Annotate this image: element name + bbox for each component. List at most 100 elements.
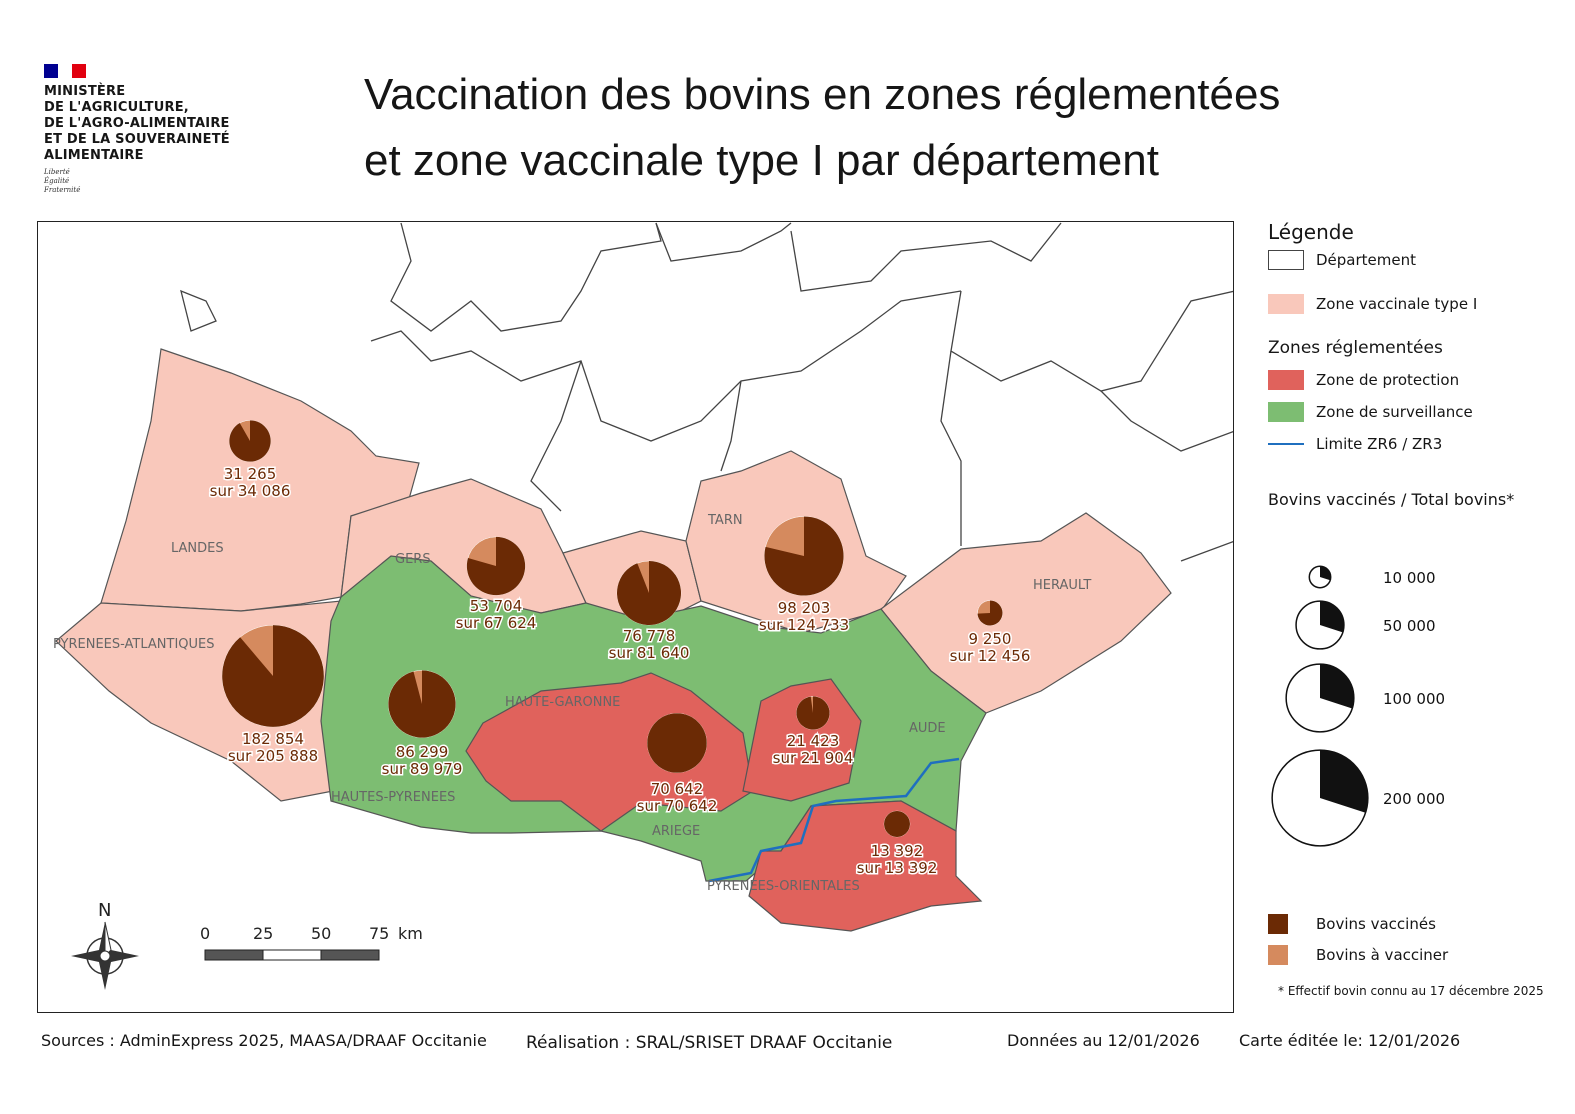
pie-label-vaccines: 53 704 — [470, 597, 523, 615]
north-label: N — [98, 900, 111, 921]
size-legend-label: 100 000 — [1383, 690, 1445, 708]
footer-editee: Carte éditée le: 12/01/2026 — [1239, 1031, 1461, 1050]
pie-label-vaccines: 13 392 — [871, 842, 924, 860]
north-arrow-icon: N — [71, 900, 139, 990]
pie-slice-vaccines — [466, 536, 526, 596]
pie-label-vaccines: 76 778 — [623, 627, 676, 645]
pie-slice-vaccines — [647, 713, 707, 773]
footer-donnees: Données au 12/01/2026 — [1007, 1031, 1200, 1050]
pie-label-vaccines: 98 203 — [778, 599, 831, 617]
pie-label-total: sur 13 392 — [857, 859, 938, 877]
dept-label: HAUTE-GARONNE — [505, 695, 620, 710]
zone-protection — [465, 672, 983, 932]
size-legend-sector — [1320, 601, 1344, 633]
pie-label-vaccines: 9 250 — [969, 630, 1012, 648]
pie-label-total: sur 21 904 — [773, 749, 854, 767]
motto-line: Égalité — [44, 177, 70, 185]
scale-bar: 0 25 50 75 km — [200, 924, 423, 961]
pie-label-total: sur 70 642 — [637, 797, 718, 815]
legend-label: Bovins à vacciner — [1316, 946, 1449, 964]
dept-label: PYRENEES-ATLANTIQUES — [53, 637, 215, 652]
pie-label-total: sur 89 979 — [382, 760, 463, 778]
dept-label: TARN — [707, 513, 743, 528]
legend-label: Département — [1316, 251, 1416, 269]
scale-tick: 25 — [253, 924, 273, 943]
legend-size-title: Bovins vaccinés / Total bovins* — [1268, 490, 1515, 509]
pie-label-total: sur 34 086 — [210, 482, 291, 500]
ministry-logo: MINISTÈRE DE L'AGRICULTURE, DE L'AGRO-AL… — [44, 64, 230, 195]
footer-realisation: Réalisation : SRAL/SRISET DRAAF Occitani… — [526, 1033, 893, 1053]
vaccines-swatch — [1268, 914, 1288, 934]
size-legend-item: 200 000 — [1271, 749, 1445, 847]
dept-label: LANDES — [171, 541, 224, 556]
dept-label: ARIEGE — [652, 824, 700, 839]
pie-label-vaccines: 31 265 — [224, 465, 277, 483]
map: LANDES GERS TARN HERAULT PYRENEES-ATLANT… — [53, 222, 1233, 990]
size-legend: 10 000 50 000 100 000 200 000 — [1271, 565, 1445, 847]
french-flag-icon — [44, 64, 86, 78]
legend-label: Zone de protection — [1316, 371, 1460, 389]
pie-slice-vaccines — [222, 625, 324, 727]
footnote: * Effectif bovin connu au 17 décembre 20… — [1278, 984, 1544, 998]
legend-label: Zone vaccinale type I — [1316, 295, 1478, 313]
page-title: Vaccination des bovins en zones réglemen… — [364, 62, 1280, 194]
pie-slice-vaccines — [884, 811, 910, 837]
dept-label: AUDE — [909, 721, 946, 736]
protection-swatch — [1268, 370, 1304, 390]
surveillance-swatch — [1268, 402, 1304, 422]
pie-label-total: sur 124 733 — [759, 616, 849, 634]
pie-label-vaccines: 182 854 — [242, 730, 304, 748]
limite-line-swatch — [1268, 443, 1304, 445]
pie-slice-vaccines — [796, 696, 830, 730]
scale-tick: 75 — [369, 924, 389, 943]
size-legend-label: 10 000 — [1383, 569, 1436, 587]
pie-label-vaccines: 70 642 — [651, 780, 704, 798]
legend-title: Légende — [1268, 220, 1354, 244]
title-line-2: et zone vaccinale type I par département — [364, 136, 1159, 185]
ministry-line: ALIMENTAIRE — [44, 148, 144, 163]
pie-label-vaccines: 86 299 — [396, 743, 449, 761]
pie-label-total: sur 12 456 — [950, 647, 1031, 665]
size-legend-item: 50 000 — [1295, 600, 1436, 650]
department-labels: LANDES GERS TARN HERAULT PYRENEES-ATLANT… — [53, 513, 1091, 894]
departement-swatch — [1268, 250, 1304, 270]
legend-label: Zone de surveillance — [1316, 403, 1473, 421]
dept-label: GERS — [395, 552, 431, 567]
scale-tick: 0 — [200, 924, 210, 943]
dept-label: HAUTES-PYRENEES — [331, 790, 455, 805]
size-legend-sector — [1320, 664, 1354, 709]
pie-slice-vaccines — [616, 560, 682, 626]
pie-label-total: sur 67 624 — [456, 614, 537, 632]
scale-tick: 50 — [311, 924, 331, 943]
ministry-line: MINISTÈRE — [44, 84, 126, 99]
pie-slice-vaccines — [388, 670, 456, 738]
size-legend-sector — [1320, 750, 1368, 813]
legend-label: Limite ZR6 / ZR3 — [1316, 435, 1443, 453]
legend-label: Bovins vaccinés — [1316, 915, 1436, 933]
size-legend-item: 10 000 — [1308, 565, 1436, 589]
motto-line: Liberté — [44, 168, 70, 176]
ministry-line: DE L'AGRICULTURE, — [44, 100, 189, 115]
size-legend-item: 100 000 — [1285, 663, 1445, 733]
motto-line: Fraternité — [44, 186, 81, 194]
pie-label-vaccines: 21 423 — [787, 732, 840, 750]
pie-slice-vaccines — [977, 600, 1003, 626]
protection-aude — [742, 678, 862, 802]
legend-subtitle: Zones réglementées — [1268, 338, 1443, 358]
a-vacciner-swatch — [1268, 945, 1288, 965]
size-legend-sector — [1320, 566, 1331, 581]
scale-unit: km — [398, 924, 423, 943]
size-legend-label: 200 000 — [1383, 790, 1445, 808]
title-line-1: Vaccination des bovins en zones réglemen… — [364, 70, 1281, 119]
pie-label-total: sur 205 888 — [228, 747, 318, 765]
dept-label: HERAULT — [1033, 578, 1091, 593]
ministry-line: ET DE LA SOUVERAINETÉ — [44, 132, 230, 147]
map-frame: LANDES GERS TARN HERAULT PYRENEES-ATLANT… — [37, 221, 1234, 1013]
